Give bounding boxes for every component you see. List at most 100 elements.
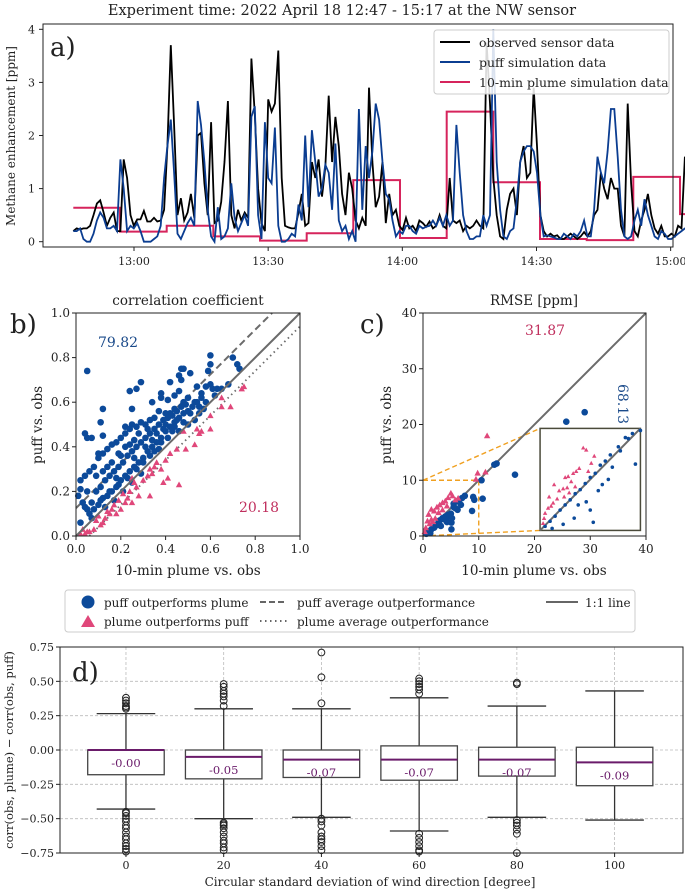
inset-puff-point [626, 436, 631, 441]
puff-point [128, 447, 136, 455]
panel-b-plume-percentage: 20.18 [239, 500, 279, 516]
outlier-point [415, 842, 424, 851]
puff-point [117, 434, 125, 442]
plume-point [122, 499, 129, 506]
plume-point [436, 501, 443, 508]
plume-point [182, 445, 189, 452]
puff-point [97, 483, 104, 491]
inset-puff-point [600, 482, 605, 487]
inset-plume-point [551, 482, 557, 487]
plume-point [191, 441, 198, 448]
outlier-point [317, 838, 326, 846]
y-tick-label: 40 [402, 306, 417, 320]
x-tick-label: 20 [217, 859, 231, 872]
plume-point [207, 412, 214, 419]
puff-point [511, 471, 519, 478]
box-60: -0.07 [380, 674, 459, 856]
y-tick-label: 0.00 [30, 744, 55, 757]
puff-point [164, 396, 172, 404]
median-label: -0.07 [307, 766, 337, 780]
puff-point [115, 463, 122, 471]
box-body [380, 745, 459, 781]
y-tick-label: −0.75 [20, 847, 54, 860]
puff-point [83, 367, 91, 375]
inset-plume-point [581, 445, 586, 450]
puff-point [160, 425, 167, 433]
puff-point [182, 401, 190, 408]
legend-label-observed: observed sensor data [479, 35, 615, 50]
inset-puff-point [572, 516, 576, 520]
puff-point [126, 441, 134, 448]
plume-point [238, 385, 245, 392]
panel-d-boxplot: -0.00 -0.05 -0.07 -0.07 -0.07 -0.09 d) 0.75 0.… [2, 641, 684, 889]
puff-point [426, 529, 434, 537]
median-label: -0.05 [209, 763, 239, 777]
plume-point [482, 468, 489, 475]
puff-point [186, 410, 194, 417]
legend-label-plume: 10-min plume simulation data [479, 75, 669, 90]
box-80: -0.07 [477, 678, 556, 857]
inset-plume-point [548, 503, 554, 508]
x-tick-label: 15:00 [655, 255, 685, 268]
puff-point [106, 488, 113, 495]
x-tick-label: 0 [419, 542, 427, 556]
y-tick-label: 30 [402, 362, 417, 376]
puff-point [491, 461, 498, 468]
inset-puff-point [588, 475, 593, 480]
x-tick-label: 14:30 [521, 255, 553, 268]
legend-label-puff: puff simulation data [479, 55, 607, 70]
inset-plume-point [565, 474, 571, 479]
inset-plume-point [562, 475, 568, 480]
puff-point [137, 439, 145, 446]
puff-point [88, 499, 95, 506]
puff-point [74, 492, 82, 500]
y-tick-label: −0.50 [20, 813, 54, 826]
puff-point [202, 383, 210, 390]
one-to-one-line [75, 312, 301, 537]
panel-c-ylabel: puff vs. obs [379, 386, 395, 464]
panel-b-label: b) [10, 310, 37, 340]
outlier-point [122, 809, 130, 818]
plume-point [227, 403, 234, 410]
plume-point [435, 509, 442, 516]
outlier-point [317, 648, 326, 657]
legend-label-oneone: 1:1 line [585, 596, 631, 610]
puff-point [431, 522, 439, 530]
puff-point [155, 421, 163, 428]
inset-puff-point [543, 524, 547, 529]
outlier-point [122, 702, 130, 710]
circle-marker-icon [81, 595, 95, 609]
inset-plume-point [546, 494, 552, 499]
outlier-point [122, 842, 130, 851]
plume-point [454, 494, 462, 501]
plume-point [166, 450, 174, 457]
plume-point [148, 470, 156, 477]
plume-point [449, 492, 456, 499]
outlier-point [415, 685, 424, 694]
inset-plume-point [540, 521, 546, 526]
x-tick-label: 1.0 [290, 542, 309, 556]
inset-plume-point [574, 469, 579, 474]
median-label: -0.07 [502, 766, 532, 780]
plume-point [151, 463, 158, 470]
y-tick-label: 4 [28, 23, 35, 36]
outlier-point [415, 838, 424, 846]
outlier-point [415, 680, 424, 688]
panel-b-frame [75, 312, 301, 537]
y-tick-label: 0.2 [51, 484, 70, 498]
puff-point [478, 476, 485, 484]
x-tick-label: 0 [122, 859, 129, 872]
puff-point [117, 452, 125, 460]
inset-plume-point [592, 453, 597, 458]
panel-c-plume-percentage: 31.87 [525, 323, 565, 339]
inset-puff-point [608, 453, 613, 457]
puff-point [229, 354, 237, 361]
puff-point [177, 376, 185, 384]
box-0: -0.00 [87, 693, 165, 856]
plume-point [425, 511, 432, 517]
plume-point [218, 394, 225, 401]
puff-point [581, 408, 588, 416]
plume-point [173, 445, 180, 452]
outlier-point [219, 824, 228, 833]
